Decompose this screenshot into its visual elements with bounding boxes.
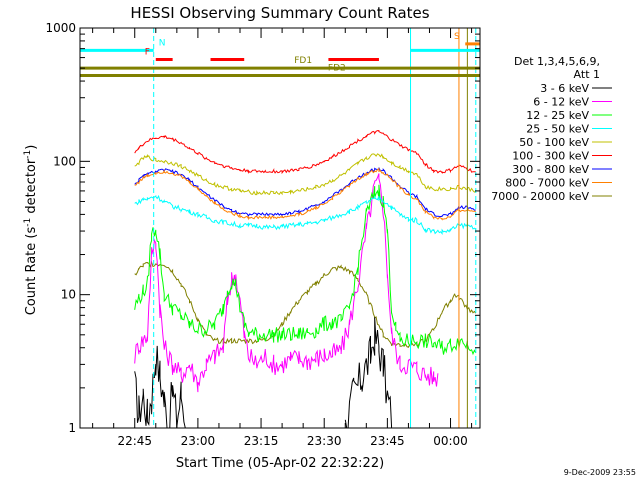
legend-header-line-1: Det 1,3,4,5,6,9,	[514, 55, 600, 68]
y-axis-label-part: detector	[24, 158, 39, 218]
legend-entry-label: 300 - 800 keV	[512, 163, 589, 176]
series-line-3	[134, 184, 477, 356]
y-tick-label: 1	[68, 421, 76, 435]
y-tick-label: 1000	[45, 21, 76, 35]
y-axis-label-part: )	[24, 145, 39, 150]
series-line-5	[134, 153, 477, 196]
legend-entry-label: 50 - 100 keV	[519, 136, 589, 149]
x-tick-label: 23:30	[307, 434, 342, 448]
axes: 1 10 100 1000 22:45 23:00 23:15 23:30 23:45 00:00	[45, 21, 481, 448]
legend-entry-label: 7000 - 20000 keV	[491, 190, 589, 203]
y-axis-label-superscript: -1	[23, 150, 33, 159]
x-tick-label: 22:45	[117, 434, 152, 448]
y-axis-label: Count Rate (s-1 detector-1)	[23, 145, 39, 316]
flag-label-fd2: FD2	[328, 64, 346, 74]
x-axis-label: Start Time (05-Apr-02 22:32:22)	[176, 456, 384, 471]
y-tick-label: 100	[53, 154, 76, 168]
flag-label-fd1: FD1	[294, 56, 312, 66]
series-line-1	[134, 317, 393, 428]
footer-timestamp: 9-Dec-2009 23:55	[564, 468, 636, 477]
y-axis-label-superscript: -1	[23, 218, 33, 227]
series-line-6	[134, 130, 476, 175]
series-line-7	[134, 167, 476, 218]
flag-label-n: N	[159, 38, 166, 48]
y-axis-label-part: Count Rate (s	[24, 227, 39, 316]
legend-entry-label: 800 - 7000 keV	[505, 177, 589, 190]
series-line-8	[134, 167, 476, 221]
legend-entry-label: 3 - 6 keV	[540, 82, 589, 95]
series-line-4	[134, 194, 477, 236]
legend-entry-label: 100 - 300 keV	[512, 150, 589, 163]
legend-entry-label: 12 - 25 keV	[526, 109, 589, 122]
x-tick-label: 00:00	[433, 434, 468, 448]
legend-header-line-2: Att 1	[574, 68, 600, 81]
legend-entry-label: 6 - 12 keV	[533, 96, 589, 109]
plot-content	[134, 130, 477, 428]
flag-label-f: F	[145, 48, 150, 58]
axis-frame	[79, 27, 481, 429]
x-tick-label: 23:00	[181, 434, 216, 448]
plot-area: N S F FD1 FD2	[79, 28, 480, 428]
x-tick-label: 23:45	[370, 434, 405, 448]
chart-title: HESSI Observing Summary Count Rates	[130, 4, 429, 22]
flag-label-s: S	[454, 32, 460, 42]
x-tick-label: 23:15	[244, 434, 279, 448]
series-line-2	[134, 173, 439, 393]
y-tick-label: 10	[61, 288, 76, 302]
legend-entry-label: 25 - 50 keV	[526, 123, 589, 136]
